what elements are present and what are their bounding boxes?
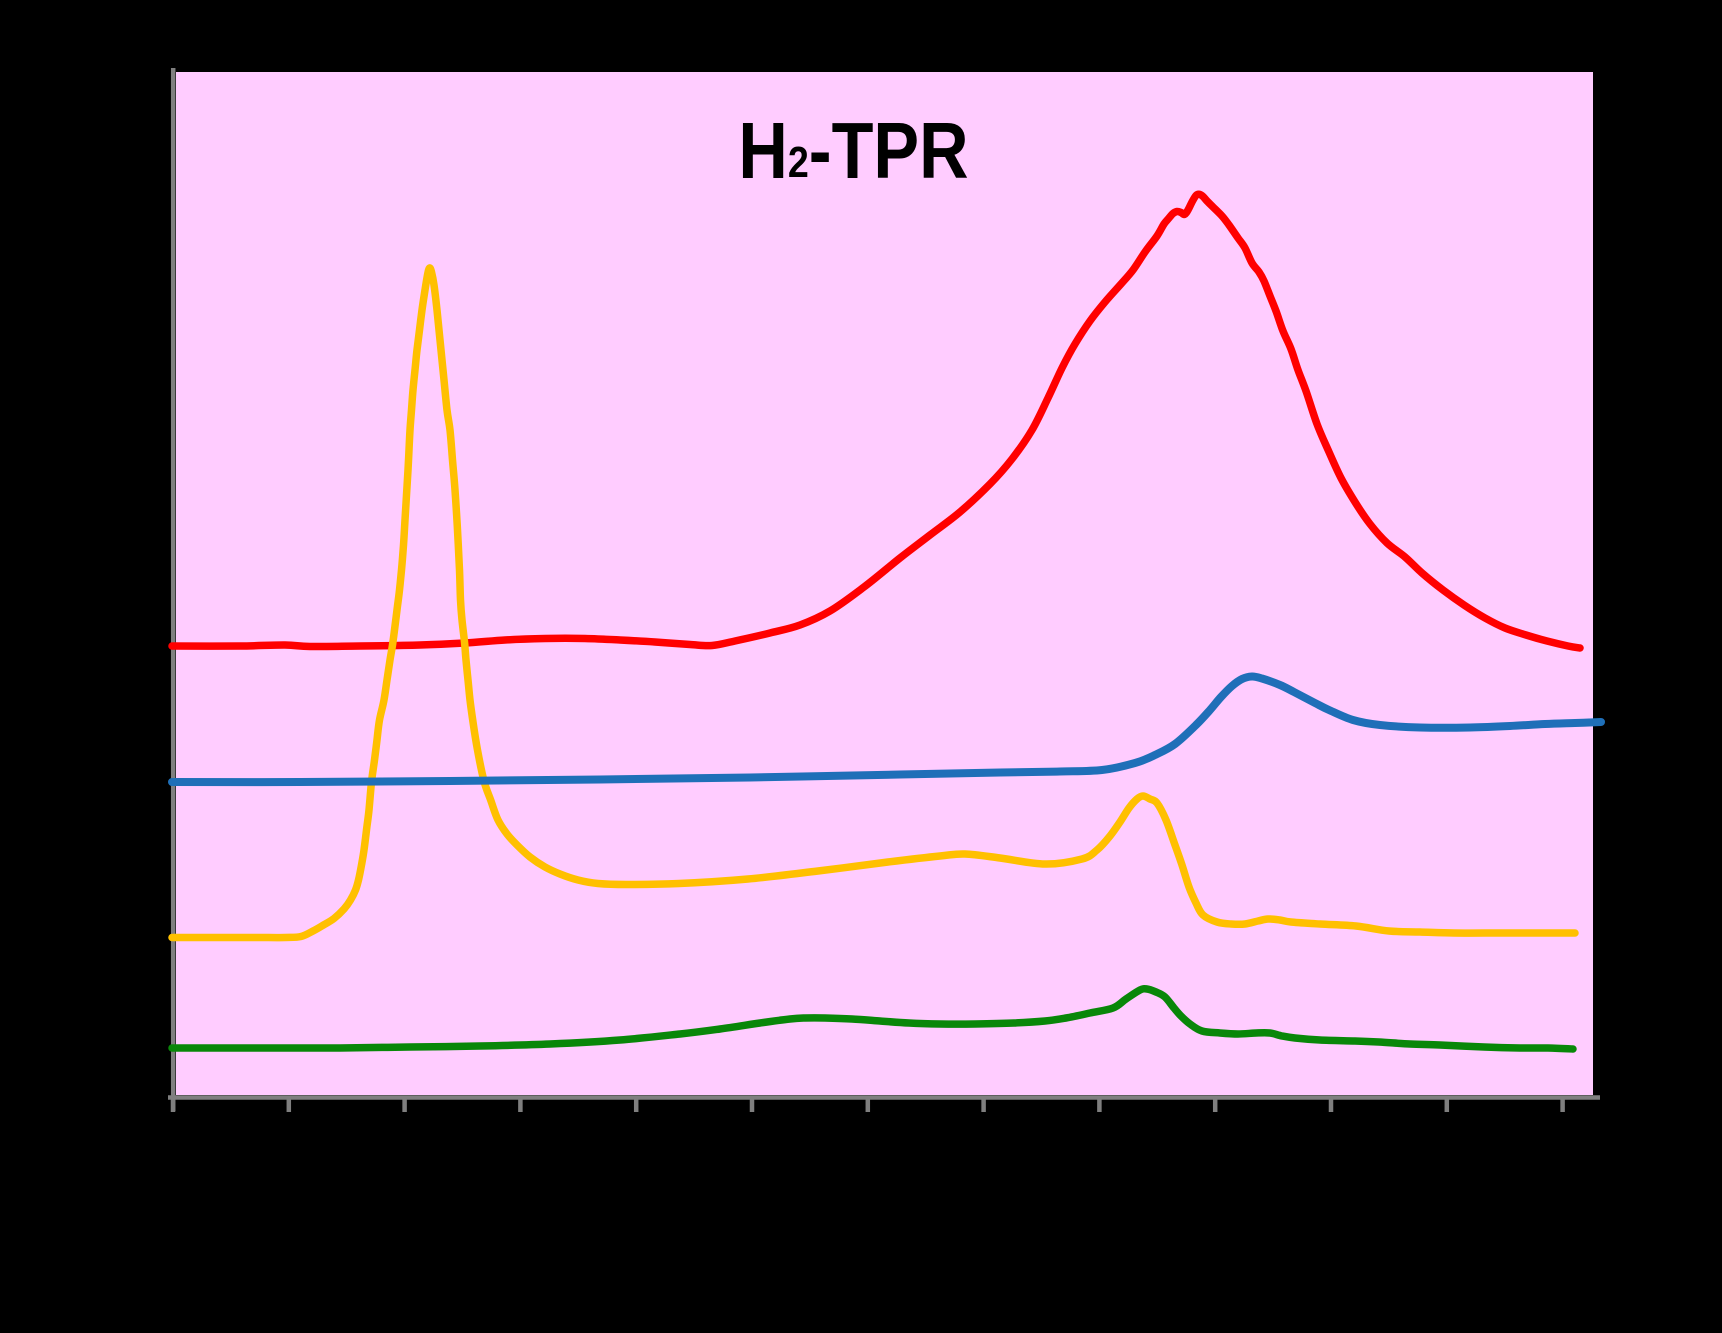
svg-text:H2-TPR: H2-TPR (738, 106, 968, 195)
